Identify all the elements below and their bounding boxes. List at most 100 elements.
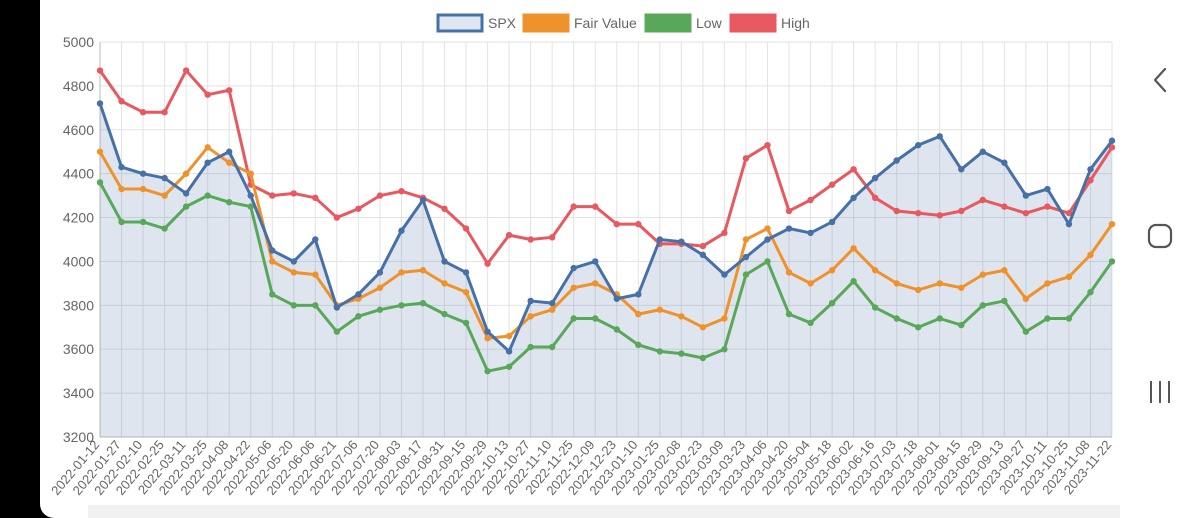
high-point xyxy=(398,188,405,195)
low-point xyxy=(1044,315,1051,322)
three-bars-icon xyxy=(1150,381,1170,403)
fair-value-point xyxy=(893,280,900,287)
spx-point xyxy=(290,258,297,265)
low-point xyxy=(269,291,276,298)
spx-point xyxy=(1022,192,1030,199)
low-point xyxy=(161,225,168,232)
spx-point xyxy=(204,159,211,166)
y-tick-label: 4000 xyxy=(63,253,94,269)
high-point xyxy=(570,203,577,210)
high-point xyxy=(635,220,642,228)
spx-point xyxy=(936,133,943,140)
spx-point xyxy=(96,100,104,107)
high-point xyxy=(893,207,900,215)
high-point xyxy=(915,209,922,217)
high-point xyxy=(269,192,276,199)
low-point xyxy=(1087,288,1094,296)
y-tick-label: 3800 xyxy=(63,297,94,313)
low-point xyxy=(118,218,125,226)
android-nav-bar xyxy=(1120,0,1200,518)
legend-label-high: High xyxy=(781,15,810,31)
low-point xyxy=(290,302,297,309)
high-point xyxy=(785,207,793,215)
high-point xyxy=(96,67,104,74)
fair-value-point xyxy=(1087,251,1094,259)
low-line xyxy=(98,181,1114,373)
fair-value-point xyxy=(807,280,814,287)
fair-value-point xyxy=(118,185,125,193)
low-point xyxy=(785,310,793,318)
x-axis: 2022-01-122022-01-272022-02-102022-02-25… xyxy=(48,437,1114,498)
fair-value-point xyxy=(312,271,319,278)
fair-value-point xyxy=(139,185,147,193)
home-button[interactable] xyxy=(1142,218,1178,254)
low-point xyxy=(893,315,900,322)
low-point xyxy=(548,343,556,351)
fair-value-point xyxy=(484,335,491,342)
spx-point xyxy=(441,258,448,265)
low-point xyxy=(678,350,685,357)
spx-point xyxy=(1065,220,1073,228)
high-point xyxy=(979,196,987,204)
spx-point xyxy=(915,141,922,149)
high-point xyxy=(548,234,556,241)
low-point xyxy=(441,310,448,318)
low-point xyxy=(527,343,534,351)
fair-value-point xyxy=(742,236,750,243)
y-tick-label: 4800 xyxy=(63,78,94,94)
legend-label-fair-value: Fair Value xyxy=(574,15,637,31)
spx-point xyxy=(871,174,879,182)
high-point xyxy=(118,98,125,105)
spx-point xyxy=(1108,137,1116,144)
spx-point xyxy=(570,264,577,272)
y-tick-label: 4400 xyxy=(63,166,94,182)
low-point xyxy=(182,203,190,210)
high-point xyxy=(1022,209,1030,217)
fair-value-point xyxy=(635,310,642,318)
fair-value-point xyxy=(355,295,362,302)
spx-point xyxy=(699,251,707,259)
chart-screen: SPX Fair Value Low High 3200 3400 3600 3800 400… xyxy=(40,0,1120,518)
high-point xyxy=(290,190,297,197)
low-point xyxy=(613,326,620,333)
spx-point xyxy=(505,348,513,355)
high-point xyxy=(312,194,319,202)
spx-point xyxy=(592,258,599,265)
fair-value-point xyxy=(527,313,534,320)
spx-line xyxy=(98,102,1114,353)
recents-button[interactable] xyxy=(1142,374,1178,410)
spx-point xyxy=(1044,185,1051,193)
low-point xyxy=(592,315,599,322)
spx-point xyxy=(139,170,147,177)
low-point xyxy=(247,203,254,210)
high-point xyxy=(592,203,599,210)
legend-swatch-fair-value xyxy=(522,13,570,33)
spx-point xyxy=(161,174,168,182)
low-point xyxy=(1022,328,1030,335)
spx-point xyxy=(1001,159,1008,166)
low-point xyxy=(936,315,943,322)
fair-value-point xyxy=(850,245,857,252)
low-point xyxy=(871,304,879,311)
y-axis: 3200 3400 3600 3800 4000 4200 4400 4600 4800 5000 xyxy=(63,34,94,445)
high-point xyxy=(527,236,534,243)
fair-value-point xyxy=(871,267,879,274)
y-tick-label: 4600 xyxy=(63,122,94,138)
high-point xyxy=(1065,209,1073,217)
fair-value-point xyxy=(96,148,104,155)
fair-value-line xyxy=(98,145,1114,340)
fair-value-point xyxy=(656,306,664,313)
spx-point xyxy=(1087,166,1094,173)
fair-value-point xyxy=(979,271,987,278)
low-point xyxy=(979,302,987,309)
spx-area xyxy=(100,103,1112,437)
high-point xyxy=(355,205,362,212)
fair-value-point xyxy=(161,192,168,199)
fair-value-point xyxy=(419,267,427,274)
low-point xyxy=(312,302,319,309)
grid-lines xyxy=(99,41,1113,438)
spx-point xyxy=(764,236,771,243)
spx-point xyxy=(376,269,384,276)
back-button[interactable] xyxy=(1142,62,1178,98)
y-tick-label: 3200 xyxy=(63,429,94,445)
